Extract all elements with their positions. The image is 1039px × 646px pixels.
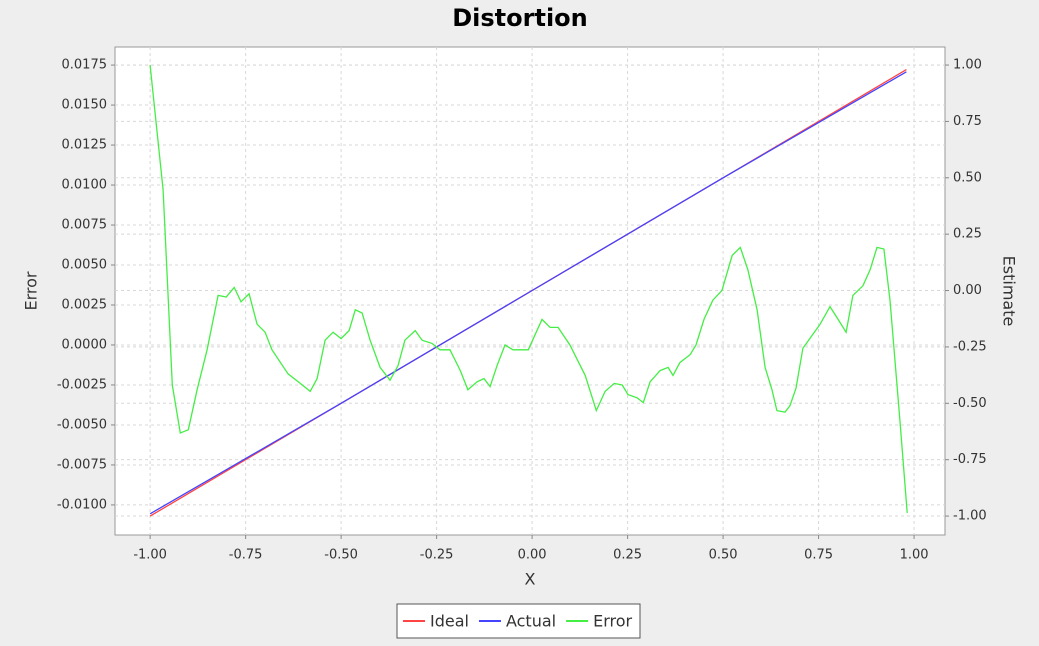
y-tick-label: -0.0025 [57,377,107,392]
y-tick-label: 0.0175 [62,58,108,73]
x-tick-label: 0.25 [613,548,642,563]
y2-tick-label: 0.25 [953,227,982,242]
y2-tick-label: 0.00 [953,283,982,298]
x-tick-label: 0.00 [518,548,547,563]
x-tick-label: -0.75 [229,548,263,563]
y-tick-label: -0.0075 [57,457,107,472]
y-axis-label: Error [22,271,41,310]
x-tick-label: 0.75 [804,548,833,563]
y2-tick-label: 0.75 [953,114,982,129]
series-line [149,71,907,515]
y-tick-label: 0.0050 [62,258,108,273]
series-line [149,65,908,513]
x-tick-label: -0.50 [324,548,358,563]
x-tick-label: 1.00 [900,548,929,563]
y-tick-label: 0.0000 [62,337,108,352]
y-tick-label: 0.0100 [62,178,108,193]
y-tick-label: 0.0125 [62,138,108,153]
y2-tick-label: -1.00 [953,509,987,524]
legend [396,603,641,639]
x-tick-label: -1.00 [133,548,167,563]
y-tick-label: -0.0050 [57,417,107,432]
x-axis-label: X [525,570,536,589]
y2-tick-label: 0.50 [953,170,982,185]
chart-title: Distortion [452,4,588,32]
y-tick-label: -0.0100 [57,497,107,512]
y2-axis-label: Estimate [1000,256,1019,327]
legend-label: Error [593,612,632,631]
y2-tick-label: -0.50 [953,396,987,411]
y2-tick-label: 1.00 [953,58,982,73]
y-tick-label: 0.0075 [62,218,108,233]
y-tick-label: 0.0025 [62,297,108,312]
y2-tick-label: -0.75 [953,452,987,467]
y-tick-label: 0.0150 [62,98,108,113]
x-tick-label: -0.25 [420,548,454,563]
y2-tick-label: -0.25 [953,339,987,354]
legend-label: Actual [506,612,556,631]
legend-label: Ideal [430,612,469,631]
x-tick-label: 0.50 [709,548,738,563]
